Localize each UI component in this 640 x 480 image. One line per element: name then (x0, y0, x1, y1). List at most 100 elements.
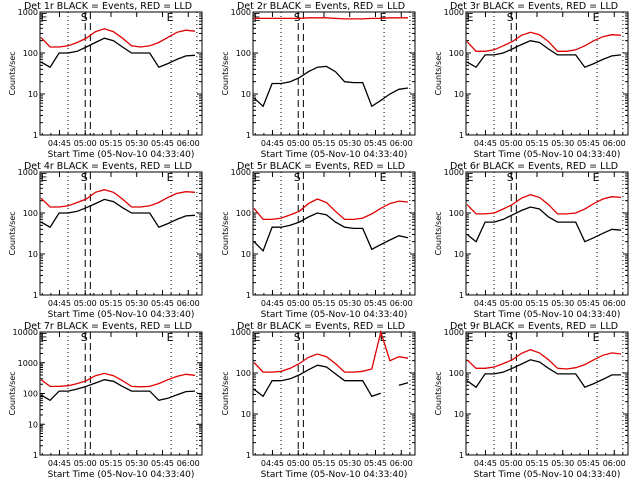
x-tick-label: 05:00 (287, 459, 310, 468)
marker-label: S (81, 171, 88, 184)
panel-det-5: Det 5r BLACK = Events, RED = LLD 1 10 100 10… (221, 161, 416, 320)
y-tick-label: 10 (241, 410, 251, 419)
x-tick-label: 06:00 (177, 459, 200, 468)
x-tick-label: 05:00 (500, 459, 523, 468)
y-tick-label: 100 (236, 209, 251, 218)
panel-title: Det 1r BLACK = Events, RED = LLD (24, 1, 192, 12)
y-tick-label: 1000 (18, 168, 38, 177)
x-tick-label: 05:00 (287, 299, 310, 308)
y-axis-label: Counts/sec (434, 211, 443, 255)
plot-frame (252, 331, 416, 456)
marker-label: S (294, 171, 301, 184)
plot-frame (39, 331, 203, 456)
marker-label: E (593, 171, 600, 184)
x-tick-label: 05:15 (312, 139, 335, 148)
x-tick-label: 06:00 (603, 139, 626, 148)
start-marker-label: E (254, 11, 261, 24)
panel-title: Det 4r BLACK = Events, RED = LLD (24, 161, 192, 172)
x-tick-label: 05:00 (500, 299, 523, 308)
panel-title: Det 5r BLACK = Events, RED = LLD (237, 161, 405, 172)
lld-series-line (40, 189, 196, 208)
x-tick-label: 04:45 (261, 459, 284, 468)
lld-series-line (466, 194, 622, 215)
lld-series-line (254, 17, 408, 20)
y-tick-label: 10 (241, 90, 251, 99)
x-tick-label: 05:30 (338, 299, 361, 308)
y-tick-label: 1000 (231, 328, 251, 337)
x-tick-label: 05:45 (577, 299, 600, 308)
x-tick-label: 05:45 (151, 139, 174, 148)
x-tick-label: 06:00 (177, 299, 200, 308)
y-tick-label: 1 (246, 451, 251, 460)
panel-det-1: Det 1r BLACK = Events, RED = LLD 1 10 100 10… (8, 1, 203, 160)
y-tick-label: 10 (28, 250, 38, 259)
x-tick-label: 05:00 (74, 299, 97, 308)
x-axis-label: Start Time (05-Nov-10 04:33:40) (474, 470, 621, 480)
x-tick-label: 05:45 (151, 299, 174, 308)
panel-title: Det 3r BLACK = Events, RED = LLD (450, 1, 618, 12)
start-marker-label: E (41, 171, 48, 184)
start-marker-label: E (467, 171, 474, 184)
y-tick-label: 100 (449, 49, 464, 58)
marker-label: S (507, 171, 514, 184)
panel-title: Det 2r BLACK = Events, RED = LLD (237, 1, 405, 12)
start-marker-label: E (41, 331, 48, 344)
x-tick-label: 04:45 (261, 299, 284, 308)
x-tick-label: 05:15 (99, 299, 122, 308)
y-tick-label: 1 (246, 291, 251, 300)
marker-label: S (294, 331, 301, 344)
x-tick-label: 05:30 (125, 459, 148, 468)
y-tick-label: 1000 (231, 168, 251, 177)
events-series-line (466, 359, 621, 389)
y-tick-label: 10 (28, 420, 38, 429)
plot-frame (252, 11, 416, 136)
events-series-line (40, 379, 196, 402)
panel-title: Det 9r BLACK = Events, RED = LLD (450, 321, 618, 332)
panel-det-6: Det 6r BLACK = Events, RED = LLD 1 10 100 10… (434, 161, 629, 320)
marker-label: E (593, 331, 600, 344)
panel-det-7: Det 7r BLACK = Events, RED = LLD 1 10 100 10… (8, 321, 203, 480)
lld-series-line (40, 372, 196, 388)
y-tick-label: 1 (459, 451, 464, 460)
x-tick-label: 05:45 (577, 459, 600, 468)
plot-frame (465, 331, 629, 456)
x-tick-label: 06:00 (390, 299, 413, 308)
lld-series-line (466, 31, 622, 52)
plot-frame (465, 11, 629, 136)
marker-label: E (593, 11, 600, 24)
panel-det-3: Det 3r BLACK = Events, RED = LLD 1 10 100 10… (434, 1, 629, 160)
lld-series-line (466, 349, 622, 370)
y-axis-label: Counts/sec (434, 371, 443, 415)
x-axis-label: Start Time (05-Nov-10 04:33:40) (474, 150, 621, 160)
plot-frame (465, 171, 629, 296)
x-axis-label: Start Time (05-Nov-10 04:33:40) (261, 310, 408, 320)
y-axis-label: Counts/sec (8, 51, 17, 95)
y-tick-label: 1 (246, 131, 251, 140)
x-tick-label: 04:45 (474, 459, 497, 468)
events-series-line (466, 40, 622, 69)
x-tick-label: 04:45 (48, 299, 71, 308)
start-marker-label: E (254, 331, 261, 344)
x-axis-label: Start Time (05-Nov-10 04:33:40) (261, 470, 408, 480)
y-tick-label: 100 (23, 390, 38, 399)
x-tick-label: 06:00 (390, 459, 413, 468)
start-marker-label: E (254, 171, 261, 184)
x-tick-label: 05:15 (312, 459, 335, 468)
marker-label: S (294, 11, 301, 24)
y-tick-label: 1000 (231, 8, 251, 17)
x-tick-label: 04:45 (48, 459, 71, 468)
y-axis-label: Counts/sec (221, 371, 230, 415)
x-tick-label: 05:15 (525, 299, 548, 308)
marker-label: S (507, 11, 514, 24)
x-axis-label: Start Time (05-Nov-10 04:33:40) (48, 150, 195, 160)
events-series-line (40, 198, 196, 229)
y-axis-label: Counts/sec (8, 211, 17, 255)
y-tick-label: 1 (459, 131, 464, 140)
x-tick-label: 05:15 (99, 459, 122, 468)
y-axis-label: Counts/sec (221, 211, 230, 255)
y-tick-label: 10 (241, 250, 251, 259)
start-marker-label: E (467, 331, 474, 344)
y-tick-label: 10000 (13, 328, 38, 337)
panel-title: Det 6r BLACK = Events, RED = LLD (450, 161, 618, 172)
